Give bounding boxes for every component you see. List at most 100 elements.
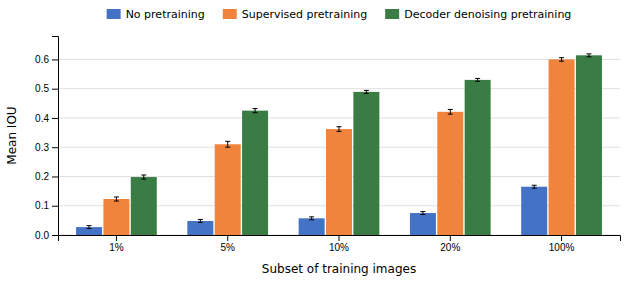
tick-label: 0.2 xyxy=(35,171,49,182)
bar xyxy=(576,55,602,235)
bar xyxy=(215,144,241,235)
tick-mark xyxy=(450,235,451,241)
bar xyxy=(549,59,575,235)
legend-item: Supervised pretraining xyxy=(223,8,367,21)
tick-mark xyxy=(52,235,58,236)
tick-label: 1% xyxy=(109,242,124,253)
tick-label: 0.6 xyxy=(35,54,49,65)
bar xyxy=(76,227,102,235)
error-cap xyxy=(475,78,480,79)
legend-swatch xyxy=(223,9,237,19)
bar xyxy=(437,112,463,235)
error-cap xyxy=(559,61,564,62)
grid-line xyxy=(58,88,620,89)
error-cap xyxy=(586,56,591,57)
tick-mark xyxy=(339,235,340,241)
error-bar xyxy=(225,141,230,147)
error-cap xyxy=(559,57,564,58)
error-bar xyxy=(364,90,369,93)
axis-line xyxy=(52,37,59,236)
error-cap xyxy=(448,114,453,115)
bar xyxy=(353,92,379,235)
bar xyxy=(299,218,325,235)
error-bar xyxy=(309,217,314,220)
error-bar xyxy=(253,109,258,113)
y-tick: 0.3 xyxy=(35,142,58,153)
error-bar xyxy=(420,212,425,215)
x-axis: 1%5%10%20%100% xyxy=(59,235,621,253)
series xyxy=(131,54,602,235)
plot: 1%5%10%20%100%0.00.10.20.30.40.50.6 xyxy=(35,37,620,254)
tick-mark xyxy=(227,235,228,241)
grid-line xyxy=(58,59,620,60)
tick-mark xyxy=(116,235,117,241)
error-line xyxy=(561,58,562,62)
error-cap xyxy=(364,93,369,94)
tick-label: 0.3 xyxy=(35,142,49,153)
bar xyxy=(521,187,547,235)
y-tick: 0.1 xyxy=(35,200,58,211)
tick-mark xyxy=(52,89,58,90)
error-bar xyxy=(337,127,342,132)
error-cap xyxy=(532,188,537,189)
bar xyxy=(103,199,129,235)
error-cap xyxy=(225,147,230,148)
x-tick: 100% xyxy=(549,235,575,253)
tick-label: 0.0 xyxy=(35,230,49,241)
bar xyxy=(410,213,436,235)
tick-label: 0.4 xyxy=(35,113,49,124)
error-cap xyxy=(586,53,591,54)
tick-label: 5% xyxy=(220,242,235,253)
grid-line xyxy=(58,117,620,118)
error-cap xyxy=(309,219,314,220)
y-tick: 0.2 xyxy=(35,171,58,182)
error-cap xyxy=(141,179,146,180)
legend-item: Decoder denoising pretraining xyxy=(385,8,571,21)
error-bar xyxy=(448,109,453,114)
error-cap xyxy=(364,90,369,91)
error-cap xyxy=(475,81,480,82)
tick-mark xyxy=(561,235,562,241)
bar xyxy=(131,177,157,235)
legend-item: No pretraining xyxy=(107,8,205,21)
error-bar xyxy=(475,78,480,81)
legend-label: Decoder denoising pretraining xyxy=(404,8,571,21)
legend-swatch xyxy=(107,9,121,19)
error-line xyxy=(450,109,451,114)
error-cap xyxy=(114,196,119,197)
tick-mark xyxy=(52,59,58,60)
error-bar xyxy=(586,54,591,57)
error-cap xyxy=(141,175,146,176)
x-axis-title: Subset of training images xyxy=(262,262,416,276)
series xyxy=(103,58,574,235)
y-axis-title: Mean IOU xyxy=(5,106,19,164)
legend-swatch xyxy=(385,9,399,19)
error-cap xyxy=(114,201,119,202)
error-cap xyxy=(309,216,314,217)
error-bar xyxy=(198,219,203,222)
tick-label: 100% xyxy=(549,242,575,253)
error-bar xyxy=(559,58,564,62)
error-bar xyxy=(532,185,537,188)
y-tick: 0.0 xyxy=(35,230,58,241)
error-cap xyxy=(253,112,258,113)
bar xyxy=(242,111,268,235)
bar xyxy=(465,80,491,235)
tick-mark xyxy=(52,147,58,148)
error-cap xyxy=(87,228,92,229)
grid xyxy=(58,59,620,235)
error-line xyxy=(143,175,144,179)
x-tick: 1% xyxy=(109,235,124,253)
x-tick: 10% xyxy=(329,235,349,253)
error-line xyxy=(255,109,256,113)
axis-line xyxy=(59,236,621,242)
bar xyxy=(326,129,352,235)
error-cap xyxy=(198,219,203,220)
marks xyxy=(76,54,602,235)
error-line xyxy=(339,127,340,132)
error-cap xyxy=(532,185,537,186)
y-tick: 0.5 xyxy=(35,83,58,94)
y-tick: 0.6 xyxy=(35,54,58,65)
error-bar xyxy=(141,175,146,179)
tick-mark xyxy=(52,118,58,119)
